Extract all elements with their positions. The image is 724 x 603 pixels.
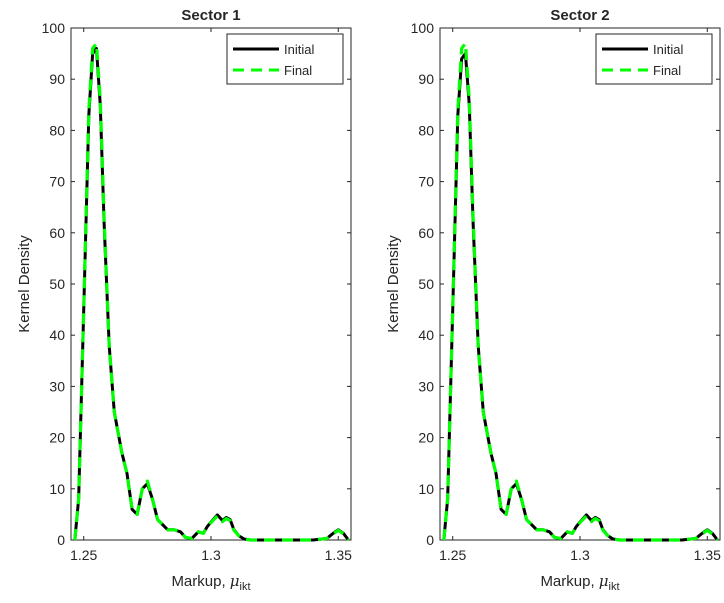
x-tick-label: 1.25	[439, 547, 466, 563]
y-tick-label: 70	[49, 174, 65, 190]
y-tick-label: 100	[42, 20, 66, 36]
y-tick-label: 90	[49, 71, 65, 87]
y-tick-label: 50	[49, 276, 65, 292]
y-tick-label: 0	[426, 532, 434, 548]
x-tick-label: 1.35	[325, 547, 352, 563]
y-tick-label: 40	[49, 327, 65, 343]
x-tick-label: 1.25	[70, 547, 97, 563]
y-tick-label: 10	[418, 481, 434, 497]
y-tick-label: 60	[418, 225, 434, 241]
x-tick-label: 1.3	[201, 547, 221, 563]
y-axis-label: Kernel Density	[385, 235, 402, 333]
chart-title: Sector 1	[181, 7, 240, 24]
legend-box	[595, 33, 713, 85]
y-tick-label: 90	[418, 71, 434, 87]
y-tick-label: 30	[49, 378, 65, 394]
chart-title: Sector 2	[550, 7, 609, 24]
legend-label-initial: Initial	[284, 42, 314, 57]
x-tick-label: 1.35	[694, 547, 721, 563]
chart-panel-1: 0 10 20 30 40 50 60 70 80 90 100 1.25 1.3 1.35 Sector …	[16, 7, 352, 593]
legend-label-initial: Initial	[653, 42, 683, 57]
x-tick-label: 1.3	[570, 547, 590, 563]
y-tick-label: 80	[418, 122, 434, 138]
y-tick-label: 70	[418, 174, 434, 190]
y-tick-label: 10	[49, 481, 65, 497]
y-axis-label: Kernel Density	[16, 235, 33, 333]
y-tick-label: 40	[418, 327, 434, 343]
legend-label-final: Final	[653, 63, 681, 78]
legend-label-final: Final	[284, 63, 312, 78]
y-tick-label: 0	[57, 532, 65, 548]
series-line-initial	[442, 52, 719, 542]
legend-box	[226, 33, 344, 85]
y-tick-label: 60	[49, 225, 65, 241]
y-tick-label: 100	[411, 20, 435, 36]
y-tick-label: 20	[418, 430, 434, 446]
x-axis-label: Markup, μikt	[540, 572, 619, 593]
x-axis-label: Markup, μikt	[171, 572, 250, 593]
axes-box	[70, 27, 352, 541]
y-tick-label: 30	[418, 378, 434, 394]
y-tick-label: 80	[49, 122, 65, 138]
series-line-initial	[73, 46, 350, 542]
axes-box	[439, 27, 721, 541]
y-tick-label: 50	[418, 276, 434, 292]
y-tick-label: 20	[49, 430, 65, 446]
chart-panel-2: 0 10 20 30 40 50 60 70 80 90 100 1.25 1.3 1.35 Sector …	[385, 7, 721, 593]
